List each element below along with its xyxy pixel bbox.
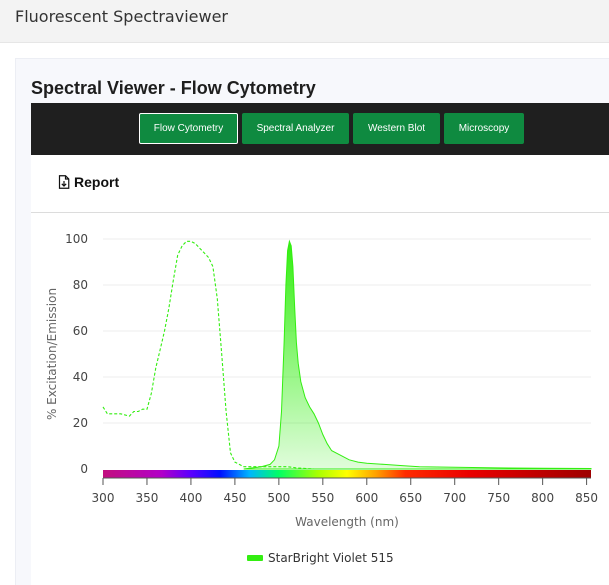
y-axis-title: % Excitation/Emission bbox=[45, 288, 59, 420]
tab-microscopy[interactable]: Microscopy bbox=[444, 113, 524, 144]
x-tick-label: 850 bbox=[575, 491, 598, 505]
app-header: Fluorescent Spectraviewer bbox=[0, 0, 609, 43]
document-icon bbox=[58, 175, 70, 189]
wavelength-color-bar bbox=[103, 470, 591, 478]
tab-flow-cytometry[interactable]: Flow Cytometry bbox=[139, 113, 238, 144]
x-tick-label: 300 bbox=[92, 491, 115, 505]
y-tick-label: 40 bbox=[73, 370, 88, 384]
legend-swatch bbox=[247, 555, 263, 561]
x-tick-label: 450 bbox=[223, 491, 246, 505]
x-tick-label: 400 bbox=[179, 491, 202, 505]
emission-area bbox=[243, 239, 592, 470]
excitation-line bbox=[102, 240, 591, 470]
tab-spectral-analyzer[interactable]: Spectral Analyzer bbox=[242, 113, 349, 144]
report-label: Report bbox=[74, 174, 120, 190]
tab-western-blot[interactable]: Western Blot bbox=[353, 113, 440, 144]
x-axis-ticks: 300 350 400 450 500 550 600 650 700 750 800 850 bbox=[92, 478, 598, 505]
panel-title: Spectral Viewer - Flow Cytometry bbox=[31, 78, 316, 98]
x-tick-label: 350 bbox=[136, 491, 159, 505]
y-tick-label: 100 bbox=[65, 232, 88, 246]
x-tick-label: 550 bbox=[311, 491, 334, 505]
x-tick-label: 700 bbox=[443, 491, 466, 505]
x-tick-label: 650 bbox=[399, 491, 422, 505]
y-axis-ticks: 0 20 40 60 80 100 bbox=[65, 232, 88, 476]
y-tick-label: 60 bbox=[73, 324, 88, 338]
y-tick-label: 80 bbox=[73, 278, 88, 292]
report-button[interactable]: Report bbox=[58, 174, 119, 190]
x-tick-label: 800 bbox=[531, 491, 554, 505]
x-tick-label: 500 bbox=[267, 491, 290, 505]
spectral-viewer-panel: Spectral Viewer - Flow Cytometry Flow Cy… bbox=[15, 58, 609, 585]
y-tick-label: 0 bbox=[80, 462, 88, 476]
tab-bar: Flow Cytometry Spectral Analyzer Western… bbox=[31, 103, 609, 155]
divider bbox=[31, 212, 609, 213]
legend-label: StarBright Violet 515 bbox=[268, 551, 394, 565]
legend[interactable]: StarBright Violet 515 bbox=[247, 551, 394, 565]
x-tick-label: 600 bbox=[355, 491, 378, 505]
app-title: Fluorescent Spectraviewer bbox=[15, 7, 228, 26]
y-tick-label: 20 bbox=[73, 416, 88, 430]
x-tick-label: 750 bbox=[487, 491, 510, 505]
chart-grid bbox=[103, 238, 591, 424]
chart-content: Report bbox=[31, 155, 609, 585]
x-axis-title: Wavelength (nm) bbox=[295, 515, 399, 529]
